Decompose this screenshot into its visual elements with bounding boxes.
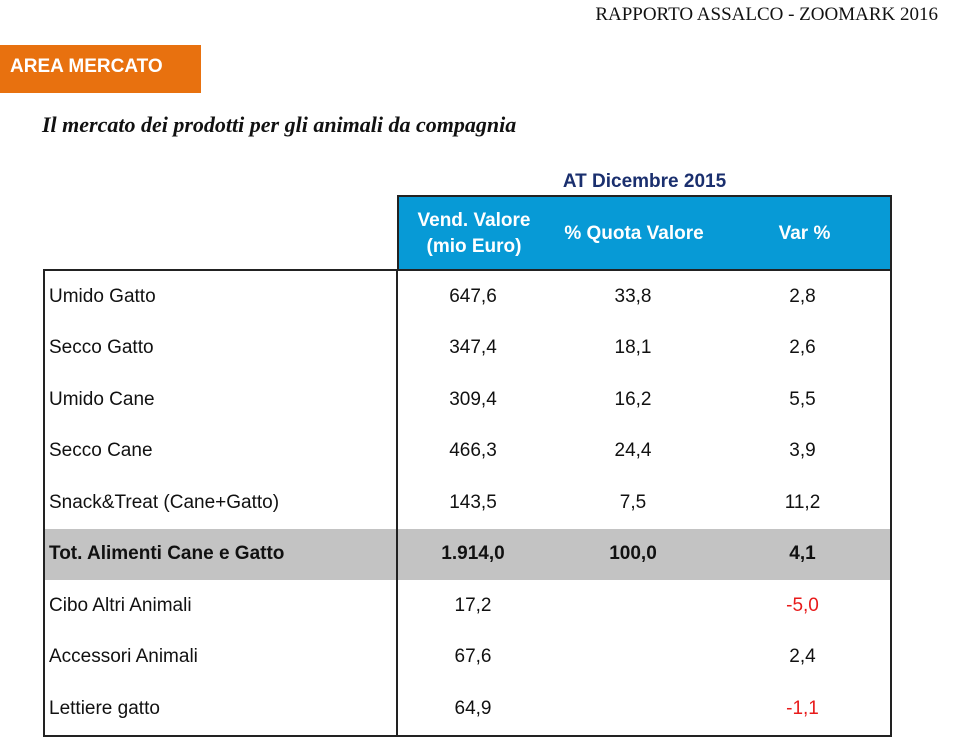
share-value: 100,0 bbox=[609, 543, 657, 565]
page-title: Il mercato dei prodotti per gli animali … bbox=[42, 112, 517, 137]
row-label: Snack&Treat (Cane+Gatto) bbox=[45, 477, 398, 529]
share-value: 24,4 bbox=[614, 440, 652, 462]
section-label: AREA MERCATO bbox=[0, 45, 201, 93]
var-value: -1,1 bbox=[786, 697, 819, 719]
sales-value: 309,4 bbox=[449, 388, 497, 410]
row-label: Secco Gatto bbox=[45, 322, 398, 374]
share-value: 7,5 bbox=[619, 491, 647, 513]
row-label: Umido Cane bbox=[45, 374, 398, 426]
var-value: 4,1 bbox=[789, 543, 816, 565]
sales-value: 466,3 bbox=[449, 440, 497, 462]
table-period: AT Dicembre 2015 bbox=[562, 171, 727, 192]
table-row: Secco Gatto 347,4 18,1 2,6 bbox=[45, 322, 890, 374]
row-label: Accessori Animali bbox=[45, 631, 398, 683]
row-label: Lettiere gatto bbox=[45, 683, 398, 735]
share-value: 16,2 bbox=[614, 388, 652, 410]
market-table: Umido Gatto 647,6 33,8 2,8 Secco Gatto 347,4 1… bbox=[43, 269, 892, 737]
sales-value: 64,9 bbox=[454, 697, 492, 719]
table-row: Snack&Treat (Cane+Gatto) 143,5 7,5 11,2 bbox=[45, 477, 890, 529]
sales-value: 17,2 bbox=[454, 594, 492, 616]
row-label: Cibo Altri Animali bbox=[45, 580, 398, 632]
column-header-value: Vend. Valore (mio Euro) bbox=[417, 209, 531, 257]
column-header-var: Var % bbox=[778, 222, 831, 244]
column-header-share: % Quota Valore bbox=[564, 222, 704, 244]
table-row: Umido Cane 309,4 16,2 5,5 bbox=[45, 374, 890, 426]
var-value: 2,8 bbox=[789, 285, 816, 307]
var-value: -5,0 bbox=[786, 594, 819, 616]
row-label: Umido Gatto bbox=[45, 271, 398, 323]
table-row: Secco Cane 466,3 24,4 3,9 bbox=[45, 425, 890, 477]
var-value: 11,2 bbox=[784, 491, 821, 513]
share-value: 33,8 bbox=[614, 285, 652, 307]
sales-value: 347,4 bbox=[449, 337, 497, 359]
sales-value: 143,5 bbox=[449, 491, 497, 513]
sales-value: 647,6 bbox=[449, 285, 497, 307]
sales-value: 1.914,0 bbox=[441, 543, 505, 565]
var-value: 2,4 bbox=[789, 646, 816, 668]
table-row: Umido Gatto 647,6 33,8 2,8 bbox=[45, 271, 890, 323]
table-header: Vend. Valore (mio Euro) % Quota Valore V… bbox=[397, 195, 892, 270]
var-value: 5,5 bbox=[789, 388, 816, 410]
row-label: Tot. Alimenti Cane e Gatto bbox=[45, 528, 398, 580]
var-value: 2,6 bbox=[789, 337, 816, 359]
var-value: 3,9 bbox=[789, 440, 816, 462]
table-row: Lettiere gatto 64,9 -1,1 bbox=[45, 683, 890, 735]
table-row: Cibo Altri Animali 17,2 -5,0 bbox=[45, 580, 890, 632]
row-label: Secco Cane bbox=[45, 425, 398, 477]
table-row: Accessori Animali 67,6 2,4 bbox=[45, 631, 890, 683]
report-header: RAPPORTO ASSALCO - ZOOMARK 2016 bbox=[595, 4, 938, 25]
share-value: 18,1 bbox=[614, 337, 652, 359]
sales-value: 67,6 bbox=[454, 646, 492, 668]
total-row: Tot. Alimenti Cane e Gatto 1.914,0 100,0 4,… bbox=[45, 528, 890, 580]
